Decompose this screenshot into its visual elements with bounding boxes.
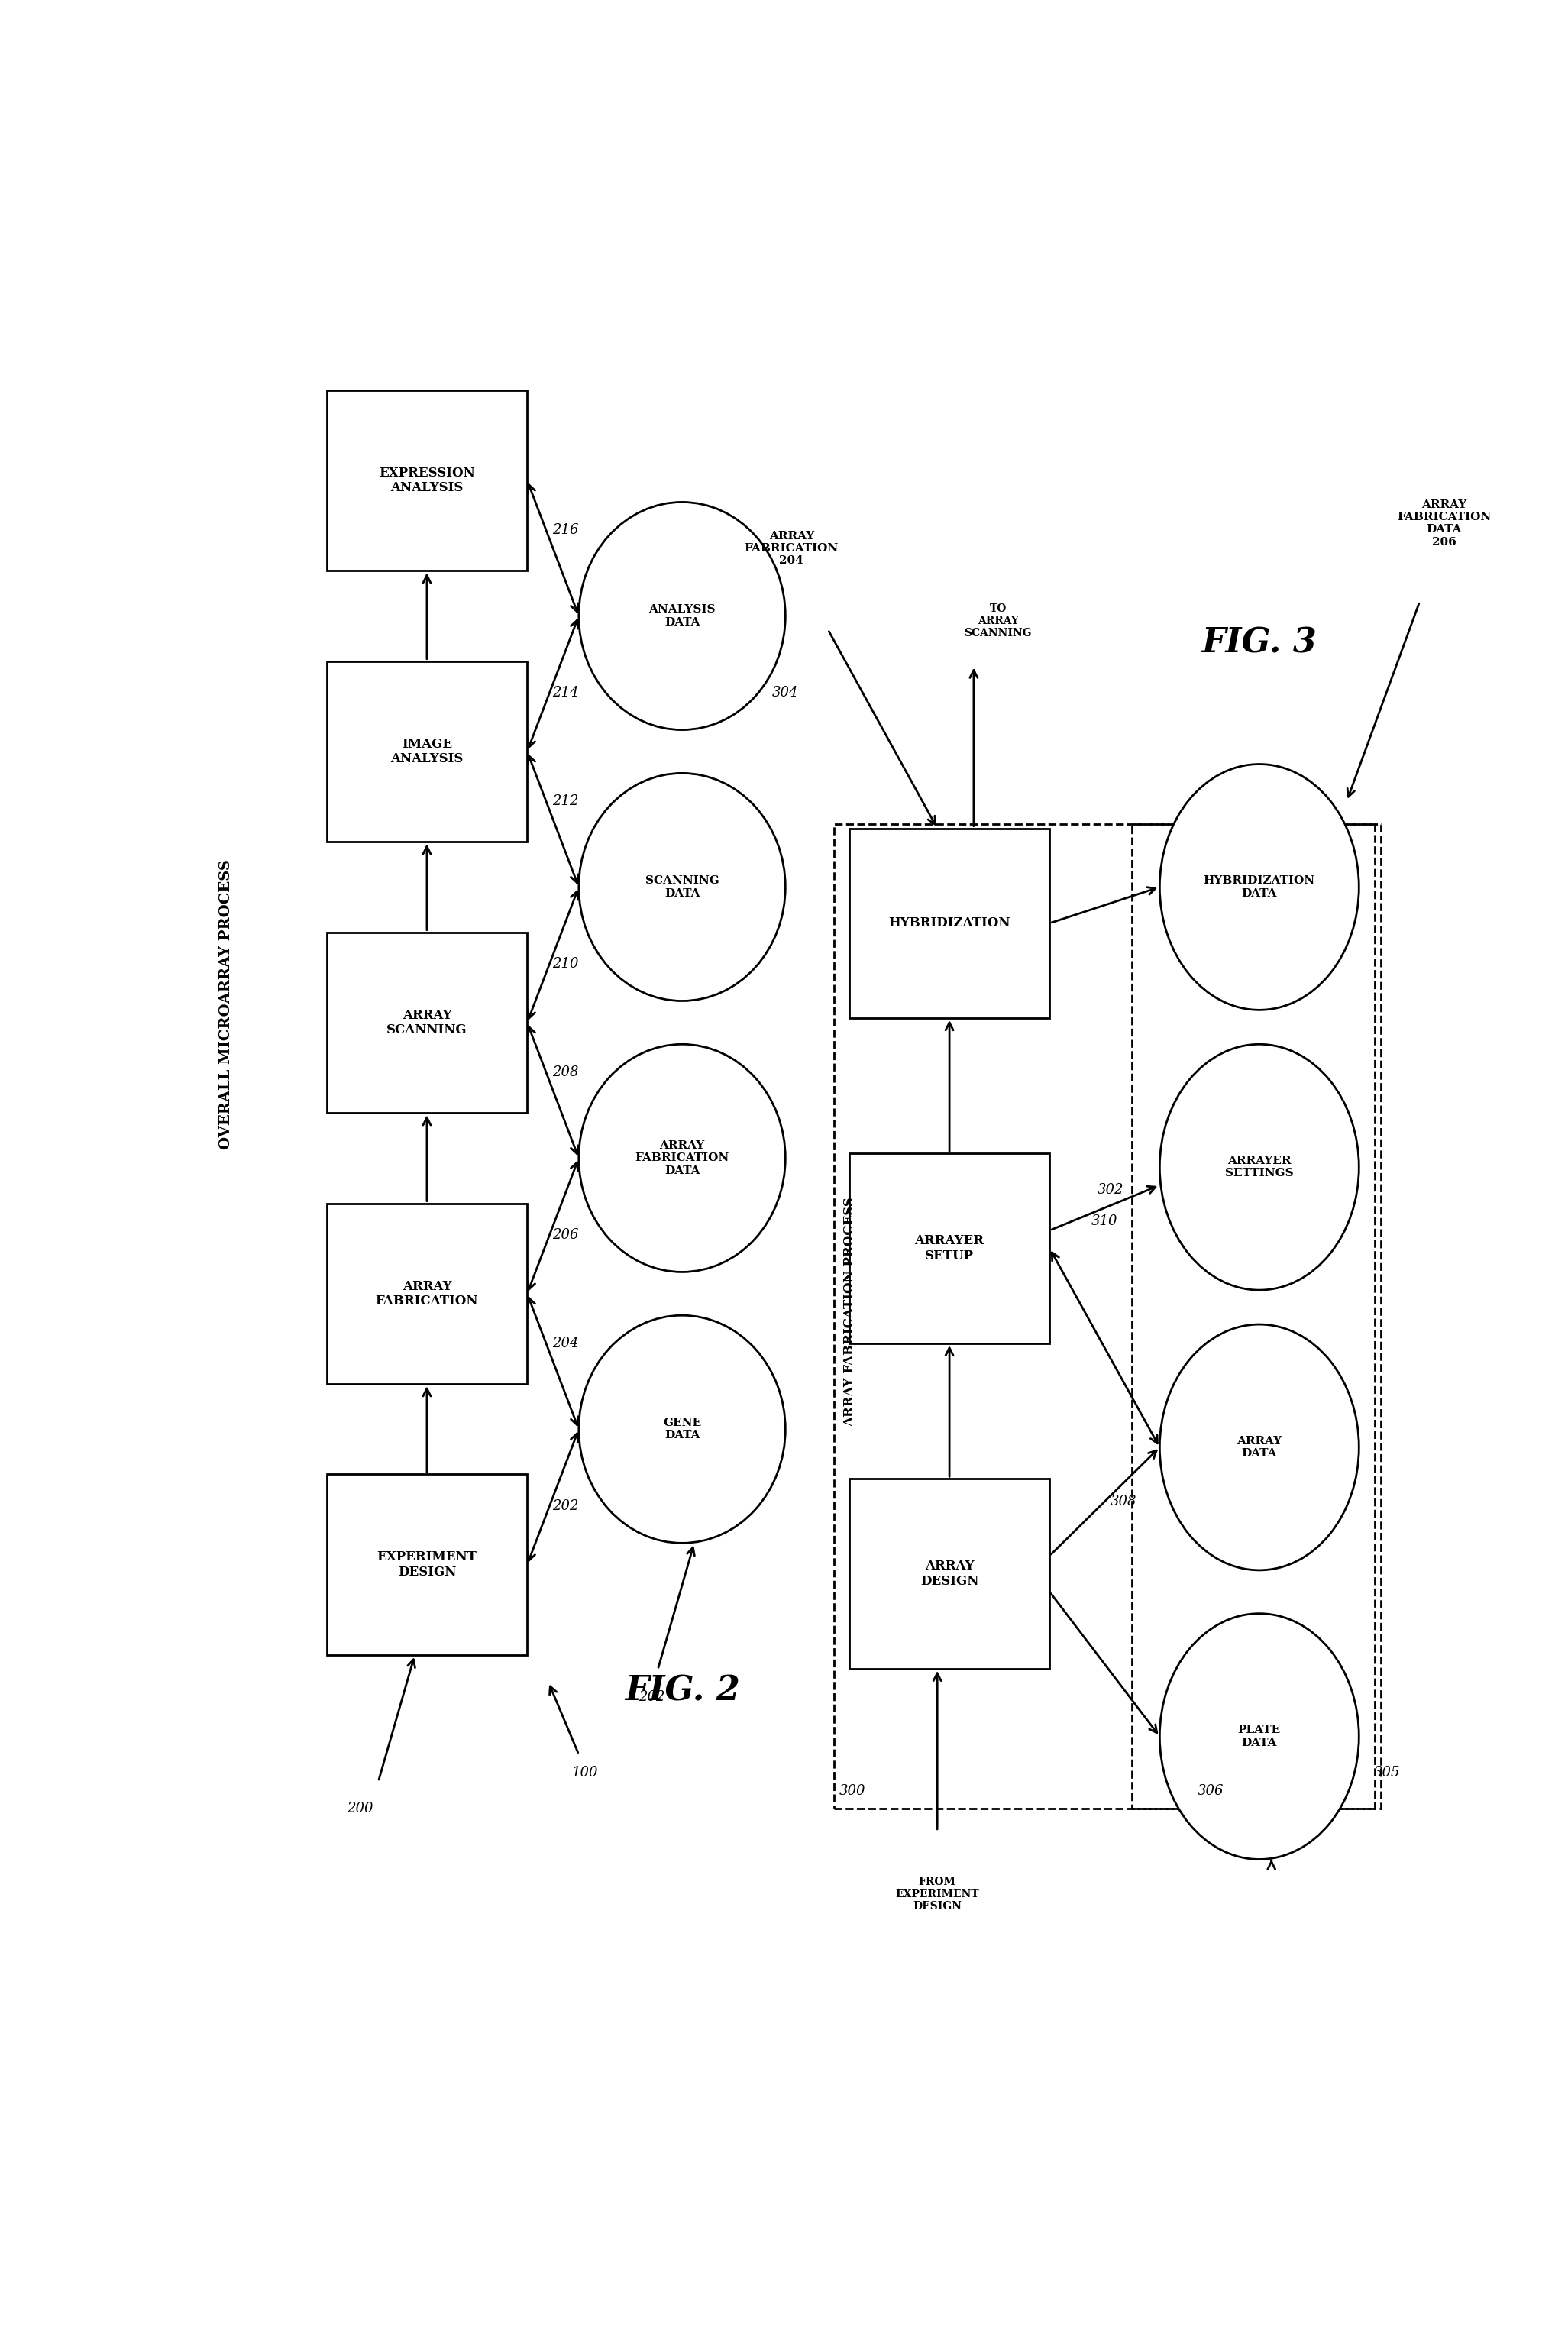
Text: ARRAY
FABRICATION: ARRAY FABRICATION (375, 1279, 478, 1307)
FancyBboxPatch shape (326, 1204, 527, 1385)
Text: 208: 208 (552, 1066, 579, 1080)
Text: FIG. 2: FIG. 2 (624, 1676, 740, 1709)
Text: ARRAY
FABRICATION
DATA
206: ARRAY FABRICATION DATA 206 (1397, 500, 1491, 547)
Text: ARRAY FABRICATION PROCESS: ARRAY FABRICATION PROCESS (844, 1197, 856, 1427)
FancyBboxPatch shape (326, 390, 527, 570)
Ellipse shape (579, 1314, 786, 1542)
Text: EXPRESSION
ANALYSIS: EXPRESSION ANALYSIS (379, 467, 475, 495)
Ellipse shape (1160, 1612, 1359, 1859)
Text: 202: 202 (552, 1500, 579, 1514)
Text: 306: 306 (1198, 1784, 1225, 1798)
Text: ARRAY
FABRICATION
DATA: ARRAY FABRICATION DATA (635, 1141, 729, 1176)
Text: 212: 212 (552, 793, 579, 807)
Text: 200: 200 (347, 1802, 373, 1817)
Text: OVERALL MICROARRAY PROCESS: OVERALL MICROARRAY PROCESS (220, 859, 234, 1150)
Text: ARRAYER
SETTINGS: ARRAYER SETTINGS (1225, 1155, 1294, 1178)
Text: PLATE
DATA: PLATE DATA (1237, 1725, 1281, 1749)
FancyBboxPatch shape (326, 1474, 527, 1655)
Text: 100: 100 (572, 1765, 597, 1779)
Text: ARRAY
DESIGN: ARRAY DESIGN (920, 1561, 978, 1589)
Ellipse shape (579, 1044, 786, 1272)
Text: 300: 300 (839, 1784, 866, 1798)
Text: HYBRIDIZATION
DATA: HYBRIDIZATION DATA (1204, 875, 1316, 899)
Text: IMAGE
ANALYSIS: IMAGE ANALYSIS (390, 737, 463, 765)
Text: 216: 216 (552, 523, 579, 537)
Text: 305: 305 (1374, 1765, 1400, 1779)
Text: 204: 204 (552, 1335, 579, 1350)
Text: GENE
DATA: GENE DATA (663, 1418, 701, 1441)
Text: 302: 302 (1098, 1183, 1124, 1197)
Text: ANALYSIS
DATA: ANALYSIS DATA (649, 606, 715, 627)
FancyBboxPatch shape (850, 828, 1049, 1019)
Text: 310: 310 (1091, 1213, 1118, 1227)
Ellipse shape (579, 502, 786, 730)
Text: 304: 304 (771, 685, 798, 699)
Text: 214: 214 (552, 685, 579, 699)
Text: FROM
EXPERIMENT
DESIGN: FROM EXPERIMENT DESIGN (895, 1878, 978, 1913)
FancyBboxPatch shape (326, 662, 527, 843)
Text: EXPERIMENT
DESIGN: EXPERIMENT DESIGN (376, 1551, 477, 1580)
Text: 206: 206 (552, 1227, 579, 1242)
Ellipse shape (1160, 1044, 1359, 1291)
Text: ARRAY
FABRICATION
204: ARRAY FABRICATION 204 (745, 530, 839, 566)
Text: TO
ARRAY
SCANNING: TO ARRAY SCANNING (964, 603, 1032, 638)
Text: SCANNING
DATA: SCANNING DATA (644, 875, 720, 899)
Text: 210: 210 (552, 958, 579, 972)
FancyBboxPatch shape (326, 932, 527, 1112)
Text: ARRAY
SCANNING: ARRAY SCANNING (387, 1009, 467, 1037)
FancyBboxPatch shape (850, 1155, 1049, 1342)
Text: ARRAYER
SETUP: ARRAYER SETUP (914, 1235, 985, 1263)
Text: HYBRIDIZATION: HYBRIDIZATION (889, 918, 1010, 929)
Ellipse shape (1160, 765, 1359, 1009)
Text: FIG. 3: FIG. 3 (1201, 627, 1317, 660)
FancyBboxPatch shape (850, 1479, 1049, 1669)
Text: 202: 202 (638, 1690, 665, 1704)
Ellipse shape (579, 772, 786, 1000)
Ellipse shape (1160, 1324, 1359, 1570)
Text: ARRAY
DATA: ARRAY DATA (1237, 1436, 1283, 1460)
Text: 308: 308 (1110, 1495, 1137, 1509)
